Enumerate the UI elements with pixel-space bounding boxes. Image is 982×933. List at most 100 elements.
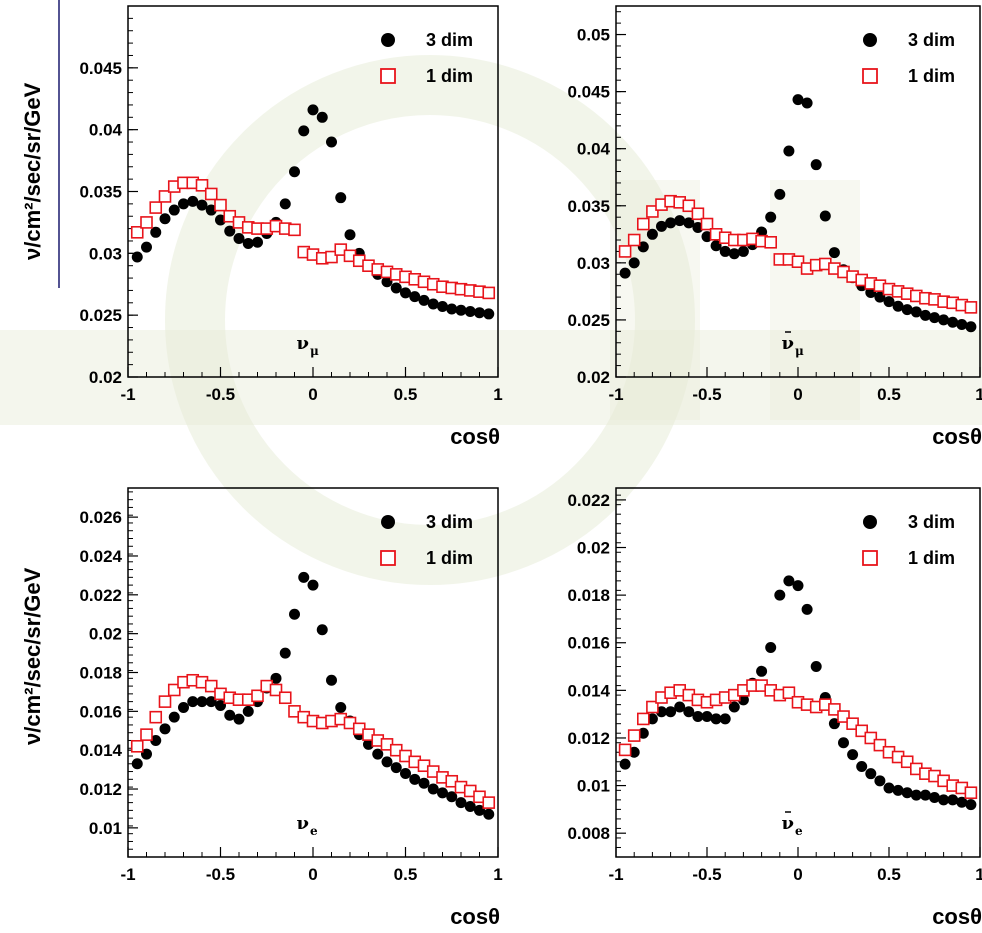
y-tick-label: 0.014 xyxy=(79,741,122,760)
y-tick-label: 0.02 xyxy=(89,625,122,644)
y-tick-label: 0.025 xyxy=(79,306,122,325)
y-tick-label: 0.01 xyxy=(89,819,122,838)
watermark-letter xyxy=(770,180,860,420)
legend-label-3dim: 3 dim xyxy=(426,512,473,532)
series-1dim-point xyxy=(764,235,778,249)
series-1dim-point xyxy=(251,689,264,703)
x-tick-label: -1 xyxy=(120,865,135,884)
series-3dim-point xyxy=(455,304,467,316)
series-3dim-point xyxy=(665,217,677,229)
series-3dim-point xyxy=(474,307,485,319)
legend-marker-1dim xyxy=(862,68,878,84)
x-tick-label: 0.5 xyxy=(877,385,901,404)
series-3dim-point xyxy=(150,734,162,746)
series-3dim-point xyxy=(628,257,640,269)
series-3dim-point xyxy=(883,296,895,308)
x-axis-title: cosθ xyxy=(450,424,500,449)
series-3dim-point xyxy=(187,696,199,708)
series-3dim-point xyxy=(279,198,291,210)
legend-label-1dim: 1 dim xyxy=(908,548,955,568)
series-3dim-point xyxy=(307,104,319,116)
series-3dim-point xyxy=(965,799,977,811)
series-3dim-point xyxy=(901,304,913,316)
series-1dim-point xyxy=(195,179,209,192)
series-3dim-point xyxy=(938,794,950,806)
series-1dim-point xyxy=(627,729,641,742)
series-3dim-point xyxy=(427,783,439,795)
series-3dim-point xyxy=(947,316,959,328)
series-3dim-point xyxy=(883,782,895,794)
series-3dim-point xyxy=(224,709,236,721)
series-3dim-point xyxy=(929,312,940,324)
y-tick-label: 0.02 xyxy=(577,368,610,387)
series-3dim-point xyxy=(316,624,328,636)
series-3dim-point xyxy=(737,245,749,257)
series-1dim-point xyxy=(482,286,496,300)
series-3dim-point xyxy=(242,237,254,249)
series-1dim-point xyxy=(636,712,650,726)
series-1dim-point xyxy=(214,198,227,212)
series-3dim-point xyxy=(307,579,319,591)
series-3dim-point xyxy=(178,198,189,210)
series-3dim-point xyxy=(335,701,347,713)
series-3dim-point xyxy=(901,787,913,799)
series-3dim-point xyxy=(938,314,950,326)
plot-frame xyxy=(615,487,981,858)
series-3dim-point xyxy=(765,211,777,223)
series-1dim-point xyxy=(846,717,859,730)
particle-symbol: ν xyxy=(297,333,310,354)
series-3dim-point xyxy=(437,301,448,313)
y-tick-label: 0.03 xyxy=(89,244,122,263)
series-3dim-point xyxy=(224,225,236,237)
series-3dim-point xyxy=(683,217,695,229)
legend-marker-3dim xyxy=(381,515,395,529)
series-3dim-point xyxy=(783,575,795,587)
series-1dim-point xyxy=(791,255,805,269)
series-3dim-point xyxy=(692,221,704,233)
series-3dim-point xyxy=(483,808,495,820)
y-tick-label: 0.045 xyxy=(79,59,122,78)
x-tick-label: 0 xyxy=(308,385,317,404)
series-3dim-point xyxy=(810,661,822,673)
series-3dim-point xyxy=(774,589,786,601)
x-tick-label: 0 xyxy=(308,865,317,884)
series-3dim-point xyxy=(390,762,402,774)
series-3dim-point xyxy=(233,232,245,244)
series-3dim-point xyxy=(665,706,677,718)
series-3dim-point xyxy=(919,789,931,801)
series-1dim-point xyxy=(855,724,869,738)
series-3dim-point xyxy=(828,718,840,730)
series-3dim-point xyxy=(646,228,658,240)
series-3dim-point xyxy=(956,318,968,330)
series-3dim-point xyxy=(792,580,804,592)
x-tick-label: -0.5 xyxy=(692,865,721,884)
x-tick-label: 0 xyxy=(793,385,802,404)
y-tick-label: 0.022 xyxy=(79,586,122,605)
y-tick-label: 0.035 xyxy=(79,183,122,202)
series-3dim-point xyxy=(298,571,310,583)
x-axis-title: cosθ xyxy=(932,424,982,449)
y-tick-label: 0.035 xyxy=(567,197,610,216)
x-axis-title: cosθ xyxy=(450,904,500,929)
series-3dim-point xyxy=(141,748,152,760)
series-3dim-point xyxy=(363,738,374,750)
series-3dim-point xyxy=(335,192,347,204)
series-3dim-point xyxy=(919,309,931,321)
y-tick-label: 0.012 xyxy=(567,729,610,748)
series-3dim-point xyxy=(242,705,254,717)
y-axis-title-top: ν/cm²/sec/sr/GeV xyxy=(20,82,45,260)
series-1dim-point xyxy=(964,301,978,314)
y-tick-label: 0.014 xyxy=(567,681,610,700)
legend-label-3dim: 3 dim xyxy=(426,30,473,50)
legend-label-3dim: 3 dim xyxy=(908,512,955,532)
series-3dim-point xyxy=(656,706,667,718)
legend-marker-1dim xyxy=(380,68,396,84)
series-3dim-point xyxy=(464,305,476,317)
x-tick-label: -0.5 xyxy=(206,865,235,884)
series-3dim-point xyxy=(774,188,786,200)
x-tick-label: 1 xyxy=(493,865,502,884)
x-tick-label: 0.5 xyxy=(394,385,418,404)
watermark-logo xyxy=(0,55,982,585)
series-3dim-point xyxy=(892,784,904,796)
series-3dim-point xyxy=(437,787,448,799)
